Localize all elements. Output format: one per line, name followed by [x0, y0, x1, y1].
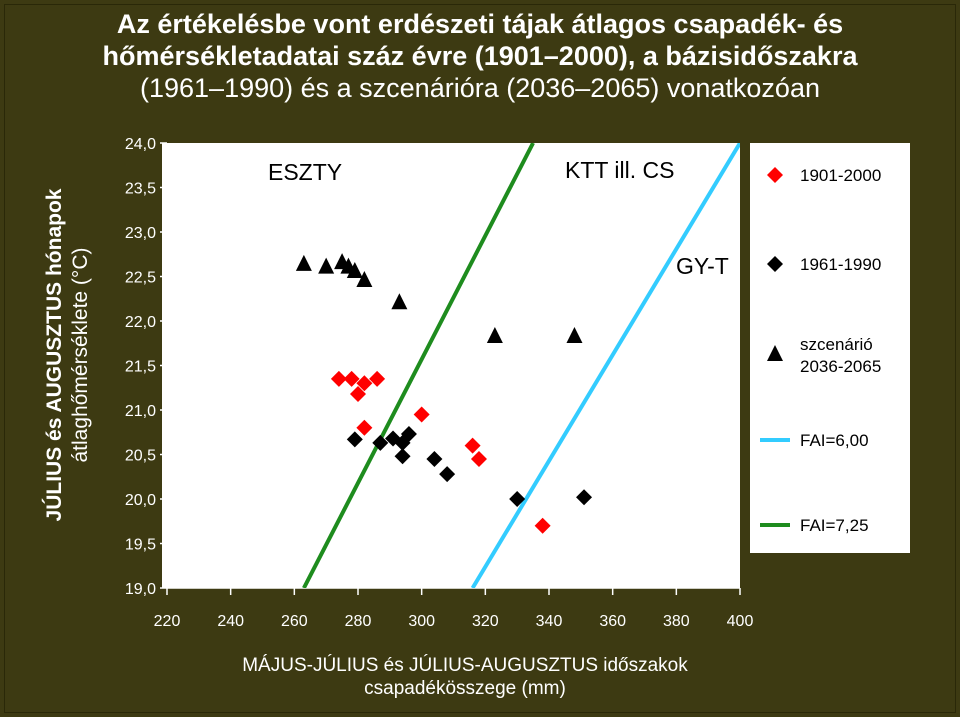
y-tick-label: 22,5: [125, 270, 156, 287]
title-line-1: Az értékelésbe vont erdészeti tájak átla…: [116, 9, 844, 39]
data-point-series-2: [346, 262, 363, 279]
chart-title: Az értékelésbe vont erdészeti tájak átla…: [0, 8, 960, 104]
data-point-series-0: [356, 375, 373, 392]
data-point-series-2: [391, 293, 408, 310]
annotation-eszty: ESZTY: [268, 159, 342, 185]
data-point-series-0: [356, 419, 373, 436]
y-tick-label: 20,0: [125, 492, 156, 509]
title-line-2: hőmérsékletadatai száz évre (1901–2000),…: [102, 41, 858, 71]
data-point-series-0: [369, 370, 386, 387]
y-tick-label: 20,5: [125, 448, 156, 465]
data-point-series-0: [470, 450, 487, 467]
y-tick-label: 19,5: [125, 537, 156, 554]
plot-area: [162, 143, 740, 588]
x-tick-label: 320: [472, 613, 499, 630]
data-point-series-1: [426, 450, 443, 467]
legend-swatch-0: [767, 167, 783, 183]
x-tick-label: 340: [536, 613, 563, 630]
annotation-gy-t: GY-T: [676, 253, 729, 279]
data-point-series-1: [509, 491, 526, 507]
legend-box: [750, 143, 910, 553]
legend-swatch-1: [767, 256, 783, 272]
legend-swatch-2: [767, 345, 783, 361]
data-point-series-2: [486, 327, 503, 344]
data-point-series-1: [576, 489, 593, 506]
chart-frame: [4, 4, 956, 713]
y-tick-label: 24,0: [125, 136, 156, 153]
y-tick-label: 23,0: [125, 225, 156, 242]
data-point-series-0: [413, 406, 430, 423]
y-tick-label: 22,0: [125, 314, 156, 331]
legend-label-0: 1901-2000: [800, 166, 881, 185]
x-tick-label: 400: [727, 613, 754, 630]
data-point-series-1: [400, 426, 417, 443]
legend-label-2: szcenárió: [800, 335, 873, 354]
x-tick-label: 360: [599, 613, 626, 630]
legend-label-2: 2036-2065: [800, 357, 881, 376]
data-point-series-2: [318, 257, 335, 274]
x-tick-label: 280: [345, 613, 372, 630]
x-axis-label-line-2: csapadékösszege (mm): [364, 678, 566, 699]
data-point-series-0: [350, 385, 366, 402]
legend-label-4: FAI=7,25: [800, 516, 869, 535]
data-point-series-0: [534, 517, 551, 534]
series-line-4: [302, 143, 535, 588]
data-point-series-2: [295, 254, 312, 271]
x-tick-label: 260: [281, 613, 308, 630]
x-axis-label: MÁJUS-JÚLIUS és JÚLIUS-AUGUSZTUS időszak…: [160, 654, 770, 700]
legend-label-1: 1961-1990: [800, 255, 881, 274]
annotation-ktt-cs: KTT ill. CS: [565, 157, 674, 183]
data-point-series-0: [343, 370, 360, 387]
data-point-series-1: [372, 434, 389, 451]
data-point-series-2: [356, 270, 373, 287]
data-point-series-2: [566, 327, 583, 344]
data-point-series-1: [394, 448, 411, 465]
legend-label-3: FAI=6,00: [800, 431, 869, 450]
series-line-3: [470, 143, 740, 588]
x-axis-label-line-1: MÁJUS-JÚLIUS és JÚLIUS-AUGUSZTUS időszak…: [242, 655, 688, 676]
data-point-series-0: [330, 370, 347, 387]
y-tick-label: 21,0: [125, 403, 156, 420]
x-tick-label: 300: [408, 613, 435, 630]
x-tick-label: 380: [663, 613, 690, 630]
x-tick-label: 240: [217, 613, 244, 630]
y-tick-label: 21,5: [125, 359, 156, 376]
y-tick-label: 23,5: [125, 181, 156, 198]
data-point-series-0: [464, 437, 481, 454]
y-tick-label: 19,0: [125, 581, 156, 598]
x-tick-label: 220: [154, 613, 181, 630]
data-point-series-1: [439, 466, 456, 483]
title-line-3: (1961–1990) és a szcenárióra (2036–2065)…: [140, 73, 820, 103]
data-point-series-1: [346, 431, 363, 448]
